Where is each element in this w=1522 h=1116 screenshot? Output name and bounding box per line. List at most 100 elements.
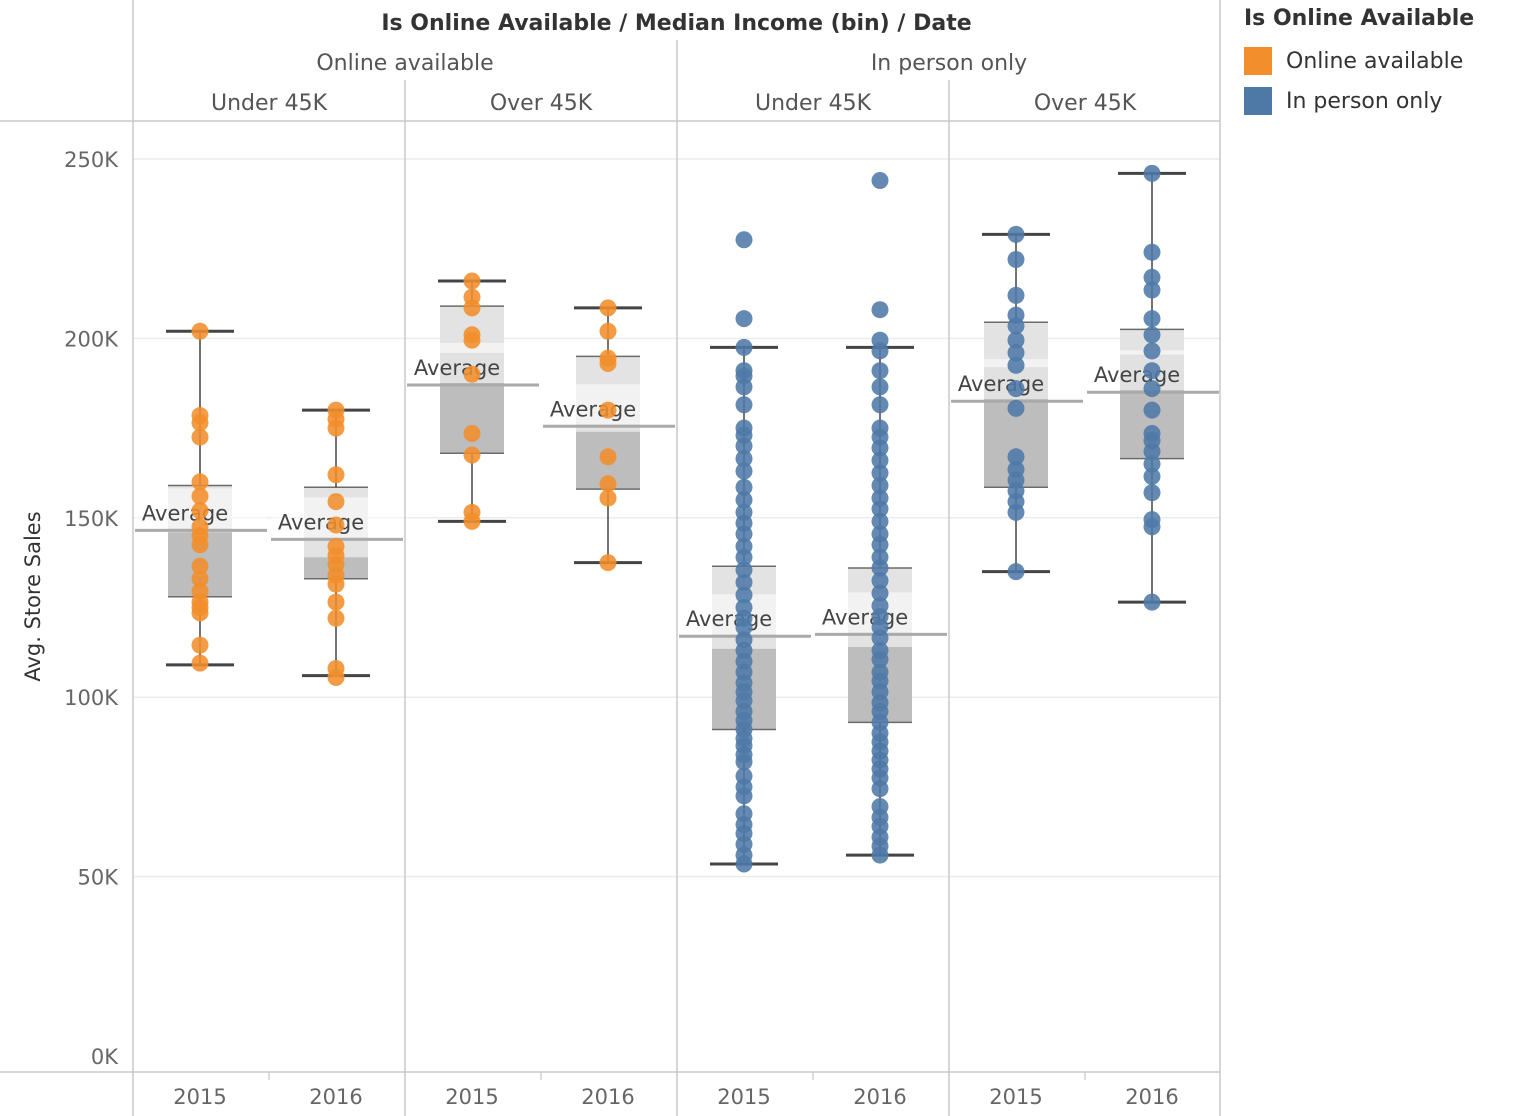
bin-header: Over 45K xyxy=(490,91,593,116)
data-point xyxy=(871,419,889,437)
data-point xyxy=(1007,460,1025,478)
data-point xyxy=(1143,362,1161,380)
header-title: Is Online Available / Median Income (bin… xyxy=(381,11,971,36)
data-point xyxy=(871,525,889,543)
data-point xyxy=(599,448,617,466)
data-point xyxy=(1007,448,1025,466)
data-point xyxy=(599,489,617,507)
data-point xyxy=(1007,286,1025,304)
x-year-label: 2015 xyxy=(445,1085,498,1109)
data-point xyxy=(871,172,889,190)
data-point xyxy=(871,378,889,396)
data-point xyxy=(735,805,753,823)
y-tick-label: 0K xyxy=(91,1045,119,1069)
data-point xyxy=(191,487,209,505)
data-point xyxy=(735,561,753,579)
data-point xyxy=(1143,342,1161,360)
average-label: Average xyxy=(414,356,500,380)
y-axis: Avg. Store Sales 0K 50K 100K 150K 200K 250K 20… xyxy=(21,148,1179,1109)
data-point xyxy=(871,572,889,590)
data-point xyxy=(1007,356,1025,374)
legend-item-online-available[interactable]: Online available xyxy=(1244,41,1474,81)
data-point xyxy=(871,396,889,414)
data-point xyxy=(871,477,889,495)
data-point xyxy=(191,582,209,600)
data-point xyxy=(735,503,753,521)
data-point xyxy=(463,365,481,383)
x-year-label: 2016 xyxy=(581,1085,634,1109)
data-point xyxy=(1143,511,1161,529)
average-label: Average xyxy=(822,605,908,629)
data-point xyxy=(735,538,753,556)
legend-swatch xyxy=(1244,47,1272,75)
legend-item-in-person-only[interactable]: In person only xyxy=(1244,81,1474,121)
data-point xyxy=(1143,401,1161,419)
data-point xyxy=(735,396,753,414)
data-point xyxy=(1007,344,1025,362)
data-point xyxy=(735,478,753,496)
data-point xyxy=(327,593,345,611)
data-point xyxy=(871,584,889,602)
x-year-label: 2016 xyxy=(853,1085,906,1109)
data-point xyxy=(1143,424,1161,442)
data-point xyxy=(735,599,753,616)
data-point xyxy=(735,462,753,480)
data-point xyxy=(327,538,345,556)
y-tick-label: 50K xyxy=(78,866,120,890)
data-point xyxy=(1143,310,1161,328)
legend: Is Online Available Online available In … xyxy=(1244,6,1474,121)
data-point xyxy=(599,299,617,317)
x-year-label: 2016 xyxy=(309,1085,362,1109)
data-point xyxy=(191,473,209,491)
x-year-label: 2015 xyxy=(173,1085,226,1109)
group-header: In person only xyxy=(871,51,1027,76)
data-point xyxy=(599,554,617,572)
data-point xyxy=(871,663,889,681)
data-point xyxy=(871,301,889,319)
data-point xyxy=(871,464,889,482)
data-point xyxy=(327,466,345,484)
y-tick-label: 250K xyxy=(64,148,119,172)
data-point xyxy=(1143,243,1161,261)
data-point xyxy=(191,636,209,654)
data-point xyxy=(463,446,481,464)
average-label: Average xyxy=(278,510,364,534)
legend-title: Is Online Available xyxy=(1244,6,1475,31)
data-point xyxy=(1143,455,1161,473)
data-point xyxy=(191,518,209,536)
data-point xyxy=(1007,331,1025,349)
data-point xyxy=(735,767,753,785)
data-point xyxy=(191,570,209,588)
legend-label: Online available xyxy=(1286,48,1464,74)
data-point xyxy=(871,548,889,566)
x-year-label: 2015 xyxy=(989,1085,1042,1109)
group-header: Online available xyxy=(316,51,493,76)
data-point xyxy=(1007,225,1025,243)
x-year-label: 2015 xyxy=(717,1085,770,1109)
data-point xyxy=(463,288,481,306)
data-point xyxy=(463,503,481,521)
average-label: Average xyxy=(142,501,228,525)
data-point xyxy=(735,586,753,604)
legend-label: In person only xyxy=(1286,88,1443,114)
y-axis-label: Avg. Store Sales xyxy=(21,511,45,681)
panel-frames xyxy=(0,0,1221,1116)
data-point xyxy=(871,512,889,530)
data-point xyxy=(1143,468,1161,486)
x-year-label: 2016 xyxy=(1125,1085,1178,1109)
average-label: Average xyxy=(1094,363,1180,387)
bin-header: Over 45K xyxy=(1034,91,1137,116)
data-point xyxy=(599,401,617,419)
data-point xyxy=(735,362,753,380)
data-point xyxy=(1143,268,1161,286)
data-point xyxy=(735,338,753,356)
data-point xyxy=(735,491,753,509)
data-point xyxy=(871,597,889,615)
bin-header: Under 45K xyxy=(755,91,872,116)
data-point xyxy=(1143,281,1161,299)
data-point xyxy=(463,424,481,442)
average-label: Average xyxy=(550,397,636,421)
data-point xyxy=(1143,380,1161,398)
data-point xyxy=(871,451,889,469)
